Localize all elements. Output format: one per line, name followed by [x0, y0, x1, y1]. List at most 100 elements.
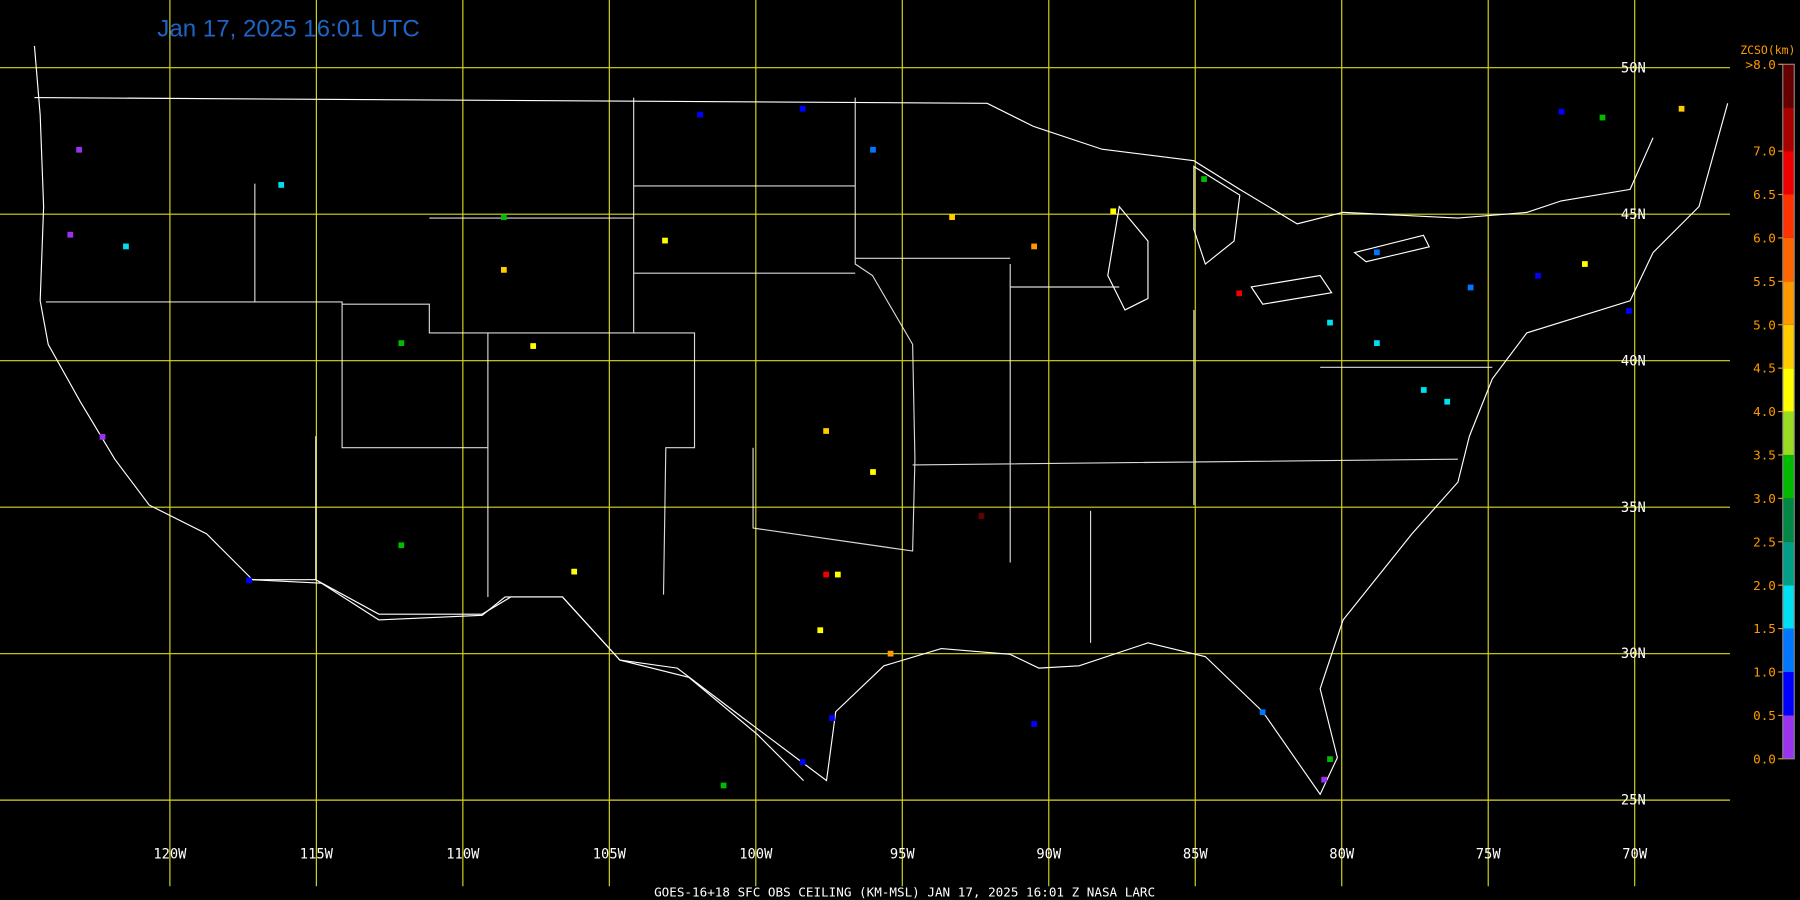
station [870, 469, 876, 475]
colorbar-band [1782, 411, 1795, 455]
station [99, 433, 106, 440]
colorbar-label: 6.0 [1753, 231, 1776, 246]
meridian-label: 105W [593, 847, 627, 863]
station [1582, 261, 1588, 267]
colorbar-band [1782, 498, 1795, 542]
colorbar: ZCSO(km) 0.0 0.5 1.0 1.5 2.0 2.5 3.0 3.5 4.0 4.5 5… [1740, 43, 1795, 766]
station [1031, 721, 1037, 727]
station [1201, 176, 1207, 182]
colorbar-label: 6.5 [1753, 187, 1776, 202]
outlines [33, 45, 1729, 796]
border [252, 579, 804, 782]
station [1467, 284, 1474, 291]
colorbar-band [1782, 107, 1795, 152]
colorbar-band [1782, 715, 1795, 759]
station [76, 146, 82, 153]
station [662, 237, 668, 244]
parallel-label: 35N [1621, 500, 1646, 516]
parallel-label: 25N [1621, 793, 1646, 809]
colorbar-label: 0.5 [1753, 708, 1776, 723]
colorbar-label: 4.0 [1753, 404, 1776, 419]
colorbar-label: 2.5 [1753, 534, 1776, 549]
station [501, 267, 507, 273]
station [123, 243, 129, 250]
border [34, 97, 1654, 225]
colorbar-label: 3.0 [1753, 491, 1776, 506]
station [949, 214, 955, 221]
station [870, 146, 876, 153]
colorbar-label: 4.5 [1753, 361, 1776, 376]
station [530, 343, 537, 349]
colorbar-band [1782, 64, 1795, 108]
station [887, 650, 894, 657]
station [799, 105, 806, 112]
station [1625, 308, 1632, 314]
station [823, 571, 829, 578]
state-borders [45, 97, 1493, 643]
colorbar-label: 7.0 [1753, 144, 1776, 159]
station [1374, 340, 1380, 346]
parallel-label: 45N [1621, 207, 1646, 223]
meridian-label: 90W [1036, 847, 1062, 863]
meridian-label: 95W [890, 847, 916, 863]
station [278, 182, 285, 188]
meridian-label: 120W [153, 847, 187, 863]
colorbar-label: 5.0 [1753, 317, 1776, 332]
station [697, 111, 704, 118]
station [1031, 243, 1037, 250]
meridian-label: 85W [1183, 847, 1209, 863]
colorbar-label: 1.0 [1753, 665, 1776, 680]
colorbar-label: 1.5 [1753, 621, 1776, 636]
station [1259, 709, 1266, 716]
meridian-label: 100W [739, 847, 773, 863]
colorbar-band [1782, 671, 1795, 716]
stations [67, 105, 1685, 789]
station [1327, 319, 1333, 326]
station [1321, 776, 1328, 783]
parallel-label: 40N [1621, 353, 1646, 369]
colorbar-band [1782, 151, 1795, 195]
colorbar-band [1782, 454, 1795, 499]
station [571, 568, 578, 575]
station [978, 513, 985, 519]
station [501, 214, 507, 221]
station [1444, 398, 1451, 405]
colorbar-label: 5.5 [1753, 274, 1776, 289]
meridian-label: 110W [446, 847, 480, 863]
station [246, 577, 252, 584]
station [799, 759, 806, 765]
station [398, 542, 405, 549]
timestamp: Jan 17, 2025 16:01 UTC [157, 16, 420, 43]
colorbar-title: ZCSO(km) [1740, 43, 1795, 57]
colorbar-band [1782, 324, 1795, 369]
station [1678, 105, 1685, 112]
graticule: 120W 115W 110W 105W 100W 95W 90W 85W 80W 75W 70W 50… [0, 0, 1730, 887]
colorbar-label: 3.5 [1753, 448, 1776, 463]
colorbar-band [1782, 194, 1795, 238]
station [1374, 249, 1380, 256]
colorbar-band [1782, 585, 1795, 629]
station [1599, 114, 1606, 121]
station [67, 231, 74, 238]
coastline [33, 45, 1729, 796]
meridian-label: 80W [1329, 847, 1355, 863]
station [1420, 387, 1427, 393]
colorbar-band [1782, 281, 1795, 325]
colorbar-band [1782, 541, 1795, 586]
station [398, 340, 405, 346]
lakes [1107, 165, 1431, 311]
meridian-label: 70W [1622, 847, 1648, 863]
colorbar-label: 0.0 [1753, 751, 1776, 766]
station [1327, 756, 1333, 762]
colorbar-band [1782, 237, 1795, 282]
colorbar-band [1782, 628, 1795, 672]
station [1558, 108, 1565, 115]
station [829, 715, 835, 721]
footer: GOES-16+18 SFC OBS CEILING (KM-MSL) JAN … [654, 885, 1155, 900]
station [720, 782, 727, 789]
station [1236, 290, 1243, 297]
colorbar-label: 2.0 [1753, 578, 1776, 593]
